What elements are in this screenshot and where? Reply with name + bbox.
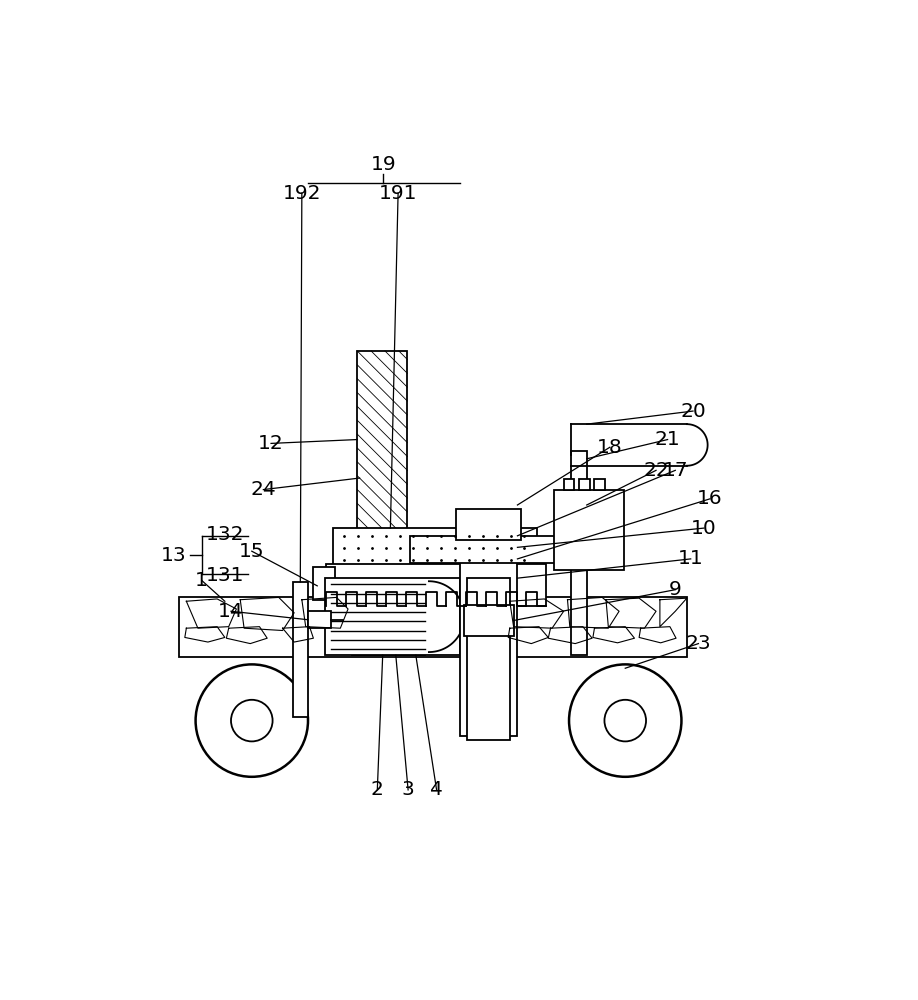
Bar bbox=[456, 509, 521, 540]
Bar bbox=[460, 555, 518, 736]
Text: 22: 22 bbox=[644, 461, 669, 480]
Bar bbox=[579, 479, 590, 490]
Bar bbox=[554, 490, 623, 570]
Text: 3: 3 bbox=[402, 780, 415, 799]
Bar bbox=[341, 609, 446, 641]
Bar bbox=[389, 634, 404, 650]
Bar bbox=[352, 582, 425, 655]
Bar bbox=[595, 479, 605, 490]
Text: 4: 4 bbox=[431, 780, 443, 799]
Circle shape bbox=[196, 664, 308, 777]
Bar bbox=[179, 597, 687, 657]
Bar bbox=[571, 451, 587, 655]
Bar bbox=[467, 578, 509, 740]
Text: 191: 191 bbox=[379, 184, 418, 203]
Bar bbox=[409, 536, 560, 563]
Text: 1: 1 bbox=[196, 571, 208, 590]
Text: 9: 9 bbox=[669, 580, 682, 599]
Text: 16: 16 bbox=[697, 489, 722, 508]
Text: 11: 11 bbox=[677, 549, 703, 568]
Circle shape bbox=[569, 664, 681, 777]
Text: 132: 132 bbox=[206, 525, 244, 544]
Bar bbox=[357, 351, 408, 597]
Circle shape bbox=[604, 700, 646, 741]
Text: 192: 192 bbox=[283, 184, 321, 203]
Text: 2: 2 bbox=[371, 780, 384, 799]
Text: 18: 18 bbox=[597, 438, 622, 457]
Text: 24: 24 bbox=[251, 480, 276, 499]
Text: 13: 13 bbox=[161, 546, 186, 565]
Bar bbox=[379, 597, 400, 647]
Text: 15: 15 bbox=[239, 542, 264, 561]
Bar bbox=[352, 614, 437, 636]
Text: 12: 12 bbox=[258, 434, 284, 453]
Text: 23: 23 bbox=[686, 634, 711, 653]
Text: 14: 14 bbox=[218, 602, 244, 621]
Bar bbox=[327, 564, 546, 606]
Bar bbox=[332, 528, 537, 570]
Text: 20: 20 bbox=[680, 402, 706, 421]
Text: 19: 19 bbox=[371, 155, 397, 174]
Bar bbox=[325, 578, 460, 655]
Bar bbox=[293, 582, 308, 717]
Bar bbox=[308, 611, 331, 628]
Circle shape bbox=[231, 700, 273, 741]
Bar bbox=[373, 634, 386, 650]
Text: 21: 21 bbox=[655, 430, 680, 449]
Bar bbox=[464, 605, 513, 636]
Text: 10: 10 bbox=[691, 519, 717, 538]
Bar bbox=[564, 479, 575, 490]
Bar bbox=[313, 567, 335, 600]
Text: 131: 131 bbox=[206, 566, 244, 585]
Text: 17: 17 bbox=[663, 461, 688, 480]
